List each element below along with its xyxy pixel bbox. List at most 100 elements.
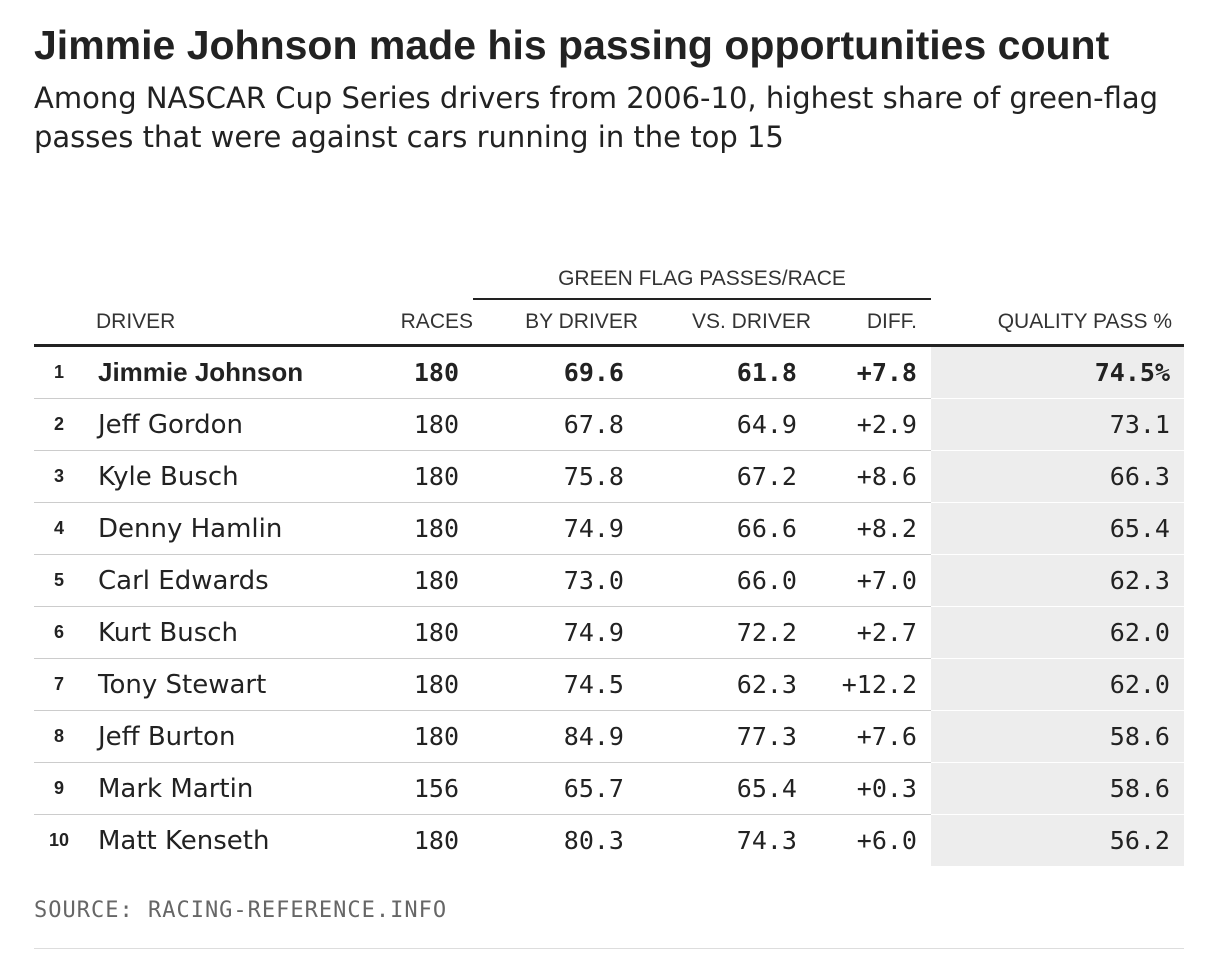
diff-cell: +0.3 xyxy=(811,762,931,815)
races-cell: 156 xyxy=(344,762,473,815)
races-cell: 180 xyxy=(344,398,473,451)
quality-pass-cell: 56.2 xyxy=(931,814,1184,866)
by-driver-cell: 80.3 xyxy=(563,826,624,855)
by-driver-cell: 67.8 xyxy=(473,398,638,451)
quality-pass-cell: 58.6 xyxy=(931,710,1184,763)
column-header-by-driver: BY DRIVER xyxy=(473,299,638,347)
diff-cell: +6.0 xyxy=(856,826,917,855)
table-body: 1 Jimmie Johnson 180 69.6 61.8 +7.8 74.5% 2 Jeff… xyxy=(34,345,1184,866)
driver-cell: Mark Martin xyxy=(84,762,344,815)
table-row: 7 Tony Stewart 180 74.5 62.3 +12.2 62.0 xyxy=(34,658,1184,711)
table-row: 2 Jeff Gordon 180 67.8 64.9 +2.9 73.1 xyxy=(34,398,1184,451)
column-header-row: DRIVER RACES BY DRIVER VS. DRIVER DIFF. … xyxy=(34,299,1184,347)
diff-cell: +7.0 xyxy=(811,554,931,607)
column-header-rank xyxy=(34,299,84,347)
by-driver-cell: 74.5 xyxy=(473,658,638,711)
vs-driver-cell: 61.8 xyxy=(638,345,811,399)
table-row: 5 Carl Edwards 180 73.0 66.0 +7.0 62.3 xyxy=(34,554,1184,607)
driver-cell: Carl Edwards xyxy=(84,554,344,607)
by-driver-cell: 73.0 xyxy=(473,554,638,607)
rank-cell: 4 xyxy=(34,502,84,555)
table-row: 10 Matt Kenseth 180 80.3 74.3 +6.0 56.2 xyxy=(34,814,1184,866)
diff-cell: +8.6 xyxy=(811,450,931,503)
vs-driver-cell: 64.9 xyxy=(638,398,811,451)
group-header-green-flag: GREEN FLAG PASSES/RACE xyxy=(473,260,931,300)
driver-cell: Denny Hamlin xyxy=(84,502,344,555)
source-note: SOURCE: RACING-REFERENCE.INFO xyxy=(34,898,448,923)
by-driver-cell: 65.7 xyxy=(473,762,638,815)
rank-cell: 10 xyxy=(48,830,70,850)
quality-pass-cell: 66.3 xyxy=(931,450,1184,503)
rank-cell: 5 xyxy=(34,554,84,607)
table-row: 6 Kurt Busch 180 74.9 72.2 +2.7 62.0 xyxy=(34,606,1184,659)
table-row: 1 Jimmie Johnson 180 69.6 61.8 +7.8 74.5% xyxy=(34,345,1184,399)
races-cell: 180 xyxy=(344,450,473,503)
rank-cell: 9 xyxy=(34,762,84,815)
chart-subtitle: Among NASCAR Cup Series drivers from 200… xyxy=(34,81,1159,154)
driver-cell: Matt Kenseth xyxy=(98,825,270,856)
table-row: 4 Denny Hamlin 180 74.9 66.6 +8.2 65.4 xyxy=(34,502,1184,555)
driver-cell: Jeff Burton xyxy=(84,710,344,763)
by-driver-cell: 75.8 xyxy=(473,450,638,503)
races-cell: 180 xyxy=(344,658,473,711)
quality-pass-cell: 65.4 xyxy=(931,502,1184,555)
races-cell: 180 xyxy=(344,345,473,399)
diff-cell: +8.2 xyxy=(811,502,931,555)
group-spacer xyxy=(344,260,473,299)
by-driver-cell: 74.9 xyxy=(473,502,638,555)
group-spacer xyxy=(34,260,84,299)
column-header-diff: DIFF. xyxy=(811,299,931,347)
vs-driver-cell: 74.3 xyxy=(736,826,797,855)
diff-cell: +12.2 xyxy=(811,658,931,711)
diff-cell: +7.6 xyxy=(811,710,931,763)
column-header-races: RACES xyxy=(344,299,473,347)
rank-cell: 6 xyxy=(34,606,84,659)
quality-pass-cell: 73.1 xyxy=(931,398,1184,451)
driver-cell: Jeff Gordon xyxy=(84,398,344,451)
vs-driver-cell: 67.2 xyxy=(638,450,811,503)
diff-cell: +2.9 xyxy=(811,398,931,451)
group-spacer xyxy=(84,260,344,299)
vs-driver-cell: 77.3 xyxy=(638,710,811,763)
group-spacer xyxy=(931,260,1184,299)
quality-pass-cell: 62.0 xyxy=(931,658,1184,711)
column-header-driver: DRIVER xyxy=(84,299,344,347)
column-header-vs-driver: VS. DRIVER xyxy=(638,299,811,347)
driver-cell: Kurt Busch xyxy=(84,606,344,659)
races-cell: 180 xyxy=(344,606,473,659)
column-header-quality-pass: QUALITY PASS % xyxy=(931,299,1184,347)
quality-pass-cell: 62.3 xyxy=(931,554,1184,607)
table-row: 8 Jeff Burton 180 84.9 77.3 +7.6 58.6 xyxy=(34,710,1184,763)
quality-pass-cell: 62.0 xyxy=(931,606,1184,659)
by-driver-cell: 84.9 xyxy=(473,710,638,763)
chart-title: Jimmie Johnson made his passing opportun… xyxy=(34,22,1110,68)
group-header-row: GREEN FLAG PASSES/RACE xyxy=(34,260,1184,300)
table-row: 9 Mark Martin 156 65.7 65.4 +0.3 58.6 xyxy=(34,762,1184,815)
races-cell: 180 xyxy=(344,502,473,555)
data-table: GREEN FLAG PASSES/RACE DRIVER RACES BY D… xyxy=(34,260,1184,866)
driver-cell: Kyle Busch xyxy=(84,450,344,503)
by-driver-cell: 74.9 xyxy=(473,606,638,659)
rank-cell: 8 xyxy=(34,710,84,763)
by-driver-cell: 69.6 xyxy=(473,345,638,399)
table-row: 3 Kyle Busch 180 75.8 67.2 +8.6 66.3 xyxy=(34,450,1184,503)
races-cell: 180 xyxy=(344,554,473,607)
races-cell: 180 xyxy=(413,826,459,855)
vs-driver-cell: 66.0 xyxy=(638,554,811,607)
races-cell: 180 xyxy=(344,710,473,763)
header: Jimmie Johnson made his passing opportun… xyxy=(34,18,1184,157)
footer-divider xyxy=(34,948,1184,949)
diff-cell: +7.8 xyxy=(811,345,931,399)
diff-cell: +2.7 xyxy=(811,606,931,659)
quality-pass-cell: 74.5% xyxy=(931,345,1184,399)
quality-pass-cell: 58.6 xyxy=(931,762,1184,815)
vs-driver-cell: 65.4 xyxy=(638,762,811,815)
vs-driver-cell: 66.6 xyxy=(638,502,811,555)
rank-cell: 1 xyxy=(34,345,84,399)
driver-cell: Jimmie Johnson xyxy=(84,345,344,399)
vs-driver-cell: 72.2 xyxy=(638,606,811,659)
rank-cell: 2 xyxy=(34,398,84,451)
vs-driver-cell: 62.3 xyxy=(638,658,811,711)
driver-cell: Tony Stewart xyxy=(84,658,344,711)
rank-cell: 3 xyxy=(34,450,84,503)
